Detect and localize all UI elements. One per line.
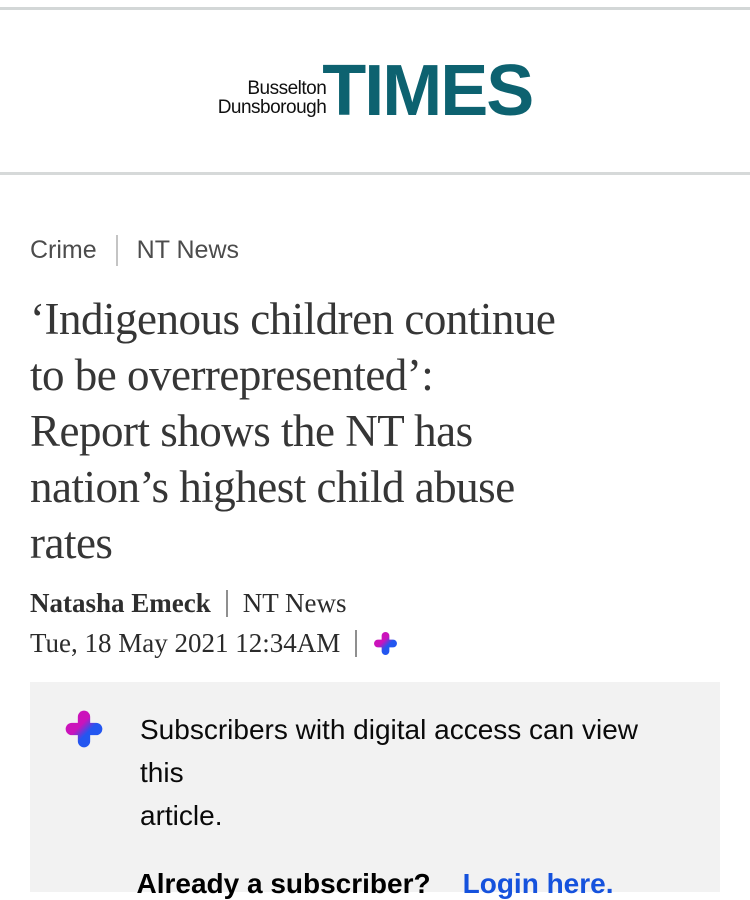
breadcrumb-crime[interactable]: Crime bbox=[30, 236, 97, 264]
headline-line: rates bbox=[30, 518, 113, 568]
logo-locality: Busselton Dunsborough bbox=[218, 79, 327, 117]
already-subscriber-label: Already a subscriber? bbox=[136, 868, 431, 899]
subscriber-plus-icon bbox=[374, 632, 398, 655]
login-row: Already a subscriber? Login here. bbox=[64, 868, 686, 900]
byline: Natasha Emeck NT News bbox=[30, 588, 720, 619]
logo-locality-line1: Busselton bbox=[247, 78, 327, 99]
login-here-link[interactable]: Login here. bbox=[462, 868, 614, 899]
byline-separator bbox=[225, 590, 228, 617]
masthead-logo[interactable]: Busselton Dunsborough TIMES bbox=[218, 51, 535, 131]
top-divider bbox=[0, 7, 750, 10]
breadcrumb: Crime NT News bbox=[30, 235, 720, 266]
publish-datetime: Tue, 18 May 2021 12:34AM bbox=[30, 628, 341, 658]
logo-title: TIMES bbox=[322, 51, 534, 131]
headline-line: ‘Indigenous children continue bbox=[30, 294, 556, 344]
subscription-message-row: Subscribers with digital access can view… bbox=[64, 708, 686, 837]
headline-line: nation’s highest child abuse bbox=[30, 462, 515, 512]
breadcrumb-nt-news[interactable]: NT News bbox=[136, 236, 240, 264]
category-link[interactable]: NT News bbox=[242, 588, 347, 618]
breadcrumb-separator bbox=[115, 235, 118, 266]
dateline: Tue, 18 May 2021 12:34AM bbox=[30, 628, 720, 659]
subscription-banner: Subscribers with digital access can view… bbox=[30, 682, 720, 899]
author-link[interactable]: Natasha Emeck bbox=[30, 588, 211, 618]
masthead: Busselton Dunsborough TIMES bbox=[0, 10, 750, 172]
subscription-message: Subscribers with digital access can view… bbox=[140, 708, 686, 837]
header-divider bbox=[0, 172, 750, 175]
headline-line: Report shows the NT has bbox=[30, 406, 473, 456]
dateline-separator bbox=[355, 630, 358, 657]
article-headline: ‘Indigenous children continue to be over… bbox=[30, 291, 720, 571]
headline-line: to be overrepresented’: bbox=[30, 350, 434, 400]
subscriber-plus-icon bbox=[65, 710, 103, 748]
article-page: Crime NT News ‘Indigenous children conti… bbox=[0, 235, 750, 899]
subscription-message-line: Subscribers with digital access can view… bbox=[140, 714, 638, 788]
subscription-message-line: article. bbox=[140, 800, 223, 831]
logo-locality-line2: Dunsborough bbox=[217, 97, 327, 118]
